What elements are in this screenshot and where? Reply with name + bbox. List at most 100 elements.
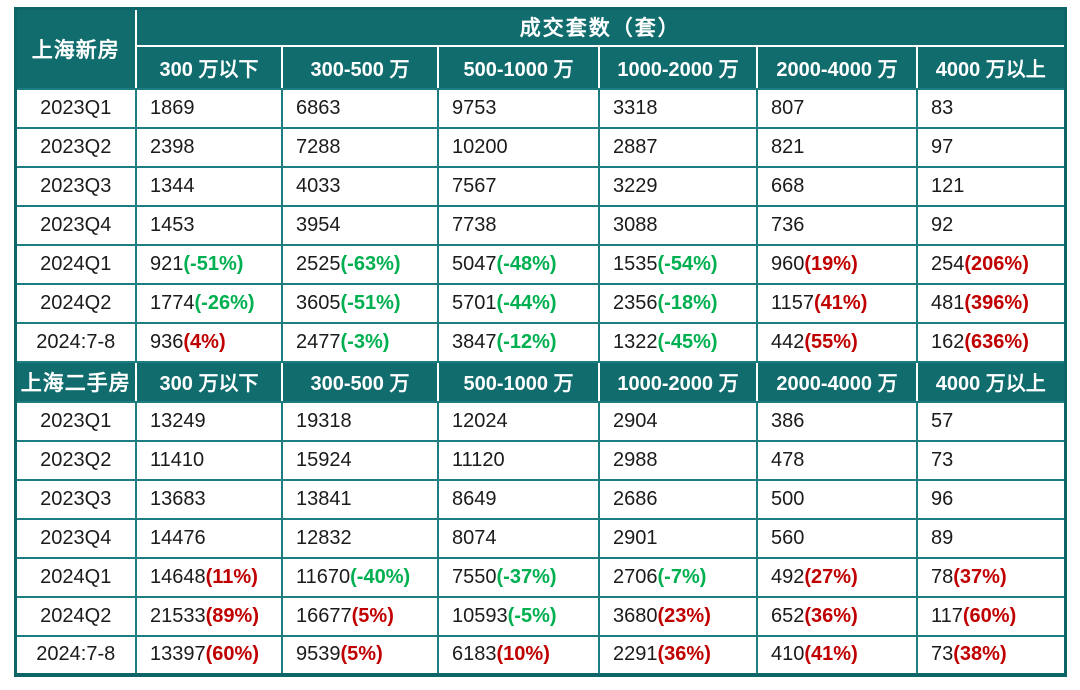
value-cell: 1322(-45%) xyxy=(598,321,758,363)
column-header-under-300: 300 万以下 xyxy=(135,44,283,90)
value-cell: 16677(5%) xyxy=(281,595,439,637)
cell-percent-change: (-51%) xyxy=(340,291,401,314)
cell-value: 9539 xyxy=(296,643,341,665)
cell-value: 1344 xyxy=(150,174,195,197)
row-period-label: 2024Q1 xyxy=(14,243,137,285)
cell-value: 11670 xyxy=(296,565,351,588)
cell-value: 652 xyxy=(771,604,805,627)
value-cell: 13397(60%) xyxy=(135,634,283,676)
value-cell: 9753 xyxy=(437,87,600,129)
value-cell: 921(-51%) xyxy=(135,243,283,285)
cell-percent-change: (5%) xyxy=(340,643,383,665)
cell-value: 14476 xyxy=(150,526,206,549)
value-cell-highlighted: 12024 xyxy=(437,400,600,442)
column-header-500-1000: 500-1000 万 xyxy=(437,360,600,403)
cell-value: 3605 xyxy=(296,291,341,314)
cell-value: 19318 xyxy=(296,409,352,432)
value-cell-highlighted: 21533(89%) xyxy=(135,595,283,637)
value-cell: 2291(36%) xyxy=(598,634,758,676)
value-cell: 2525(-63%) xyxy=(281,243,439,285)
cell-percent-change: (-12%) xyxy=(496,330,557,353)
value-cell: 936(4%) xyxy=(135,321,283,363)
cell-value: 7550 xyxy=(452,565,497,588)
cell-percent-change: (-44%) xyxy=(496,291,557,314)
section-label-new-homes: 上海新房 xyxy=(14,7,137,90)
cell-value: 2398 xyxy=(150,135,195,158)
section-header-row-secondhand: 上海二手房 300 万以下 300-500 万 500-1000 万 1000-… xyxy=(14,360,1066,403)
value-cell: 73(38%) xyxy=(916,634,1066,676)
cell-percent-change: (36%) xyxy=(657,643,711,665)
value-cell: 7550(-37%) xyxy=(437,556,600,598)
cell-value: 3318 xyxy=(613,96,658,119)
cell-value: 1535 xyxy=(613,252,658,275)
cell-percent-change: (-26%) xyxy=(194,291,255,314)
column-header-2000-4000: 2000-4000 万 xyxy=(756,360,918,403)
value-cell-highlighted: 7288 xyxy=(281,126,439,168)
table-row: 2023Q2 11410 15924 11120 2988 478 73 xyxy=(14,439,1066,481)
cell-percent-change: (60%) xyxy=(962,604,1017,627)
cell-percent-change: (37%) xyxy=(953,565,1007,588)
value-cell: 1869 xyxy=(135,87,283,129)
cell-value: 492 xyxy=(771,565,805,588)
cell-value: 5047 xyxy=(452,252,497,275)
value-cell-highlighted: 481(396%) xyxy=(916,282,1066,324)
value-cell: 2901 xyxy=(598,517,758,559)
cell-value: 560 xyxy=(771,526,805,549)
cell-value: 2901 xyxy=(613,526,658,549)
row-period-label: 2023Q4 xyxy=(14,517,137,559)
cell-value: 3229 xyxy=(613,174,658,197)
cell-value: 11120 xyxy=(452,448,505,471)
value-cell: 15924 xyxy=(281,439,439,481)
cell-value: 807 xyxy=(771,96,805,119)
value-cell-highlighted: 117(60%) xyxy=(916,595,1066,637)
cell-value: 12832 xyxy=(296,526,352,549)
value-cell: 89 xyxy=(916,517,1066,559)
cell-percent-change: (-3%) xyxy=(340,330,390,353)
value-cell: 11410 xyxy=(135,439,283,481)
column-header-2000-4000: 2000-4000 万 xyxy=(756,44,918,90)
value-cell: 2356(-18%) xyxy=(598,282,758,324)
value-cell: 4033 xyxy=(281,165,439,207)
value-cell: 3605(-51%) xyxy=(281,282,439,324)
cell-value: 1453 xyxy=(150,213,195,236)
table-row: 2024:7-8 13397(60%) 9539(5%) 6183(10%) 2291(… xyxy=(14,634,1066,676)
shanghai-housing-table: 上海新房 成交套数（套） 300 万以下 300-500 万 500-1000 … xyxy=(13,7,1067,677)
cell-value: 13683 xyxy=(150,487,206,510)
value-cell: 9539(5%) xyxy=(281,634,439,676)
value-cell: 1344 xyxy=(135,165,283,207)
value-cell: 14476 xyxy=(135,517,283,559)
value-cell: 478 xyxy=(756,439,918,481)
row-period-label: 2024Q1 xyxy=(14,556,137,598)
cell-percent-change: (10%) xyxy=(496,643,550,665)
cell-value: 1774 xyxy=(150,291,195,314)
value-cell: 3847(-12%) xyxy=(437,321,600,363)
cell-value: 254 xyxy=(931,252,965,275)
row-period-label: 2024Q2 xyxy=(14,282,137,324)
cell-value: 117 xyxy=(931,604,963,627)
value-cell: 5701(-44%) xyxy=(437,282,600,324)
cell-percent-change: (5%) xyxy=(351,604,394,627)
row-period-label: 2023Q2 xyxy=(14,439,137,481)
row-period-label: 2024Q2 xyxy=(14,595,137,637)
value-cell: 2706(-7%) xyxy=(598,556,758,598)
cell-percent-change: (41%) xyxy=(814,291,868,314)
value-cell: 12832 xyxy=(281,517,439,559)
value-cell: 3954 xyxy=(281,204,439,246)
cell-value: 2525 xyxy=(296,252,341,275)
cell-value: 478 xyxy=(771,448,805,471)
row-period-label: 2024:7-8 xyxy=(14,634,137,676)
cell-value: 3680 xyxy=(613,604,658,627)
value-cell: 2904 xyxy=(598,400,758,442)
value-cell: 492(27%) xyxy=(756,556,918,598)
cell-value: 2477 xyxy=(296,330,341,353)
cell-percent-change: (-54%) xyxy=(657,252,718,275)
cell-value: 410 xyxy=(771,643,805,665)
value-cell: 13249 xyxy=(135,400,283,442)
value-cell-highlighted: 1157(41%) xyxy=(756,282,918,324)
cell-percent-change: (19%) xyxy=(804,252,858,275)
cell-percent-change: (-40%) xyxy=(350,565,411,588)
cell-value: 386 xyxy=(771,409,805,432)
column-header-1000-2000: 1000-2000 万 xyxy=(598,44,758,90)
cell-value: 9753 xyxy=(452,96,497,119)
cell-percent-change: (-37%) xyxy=(496,565,557,588)
